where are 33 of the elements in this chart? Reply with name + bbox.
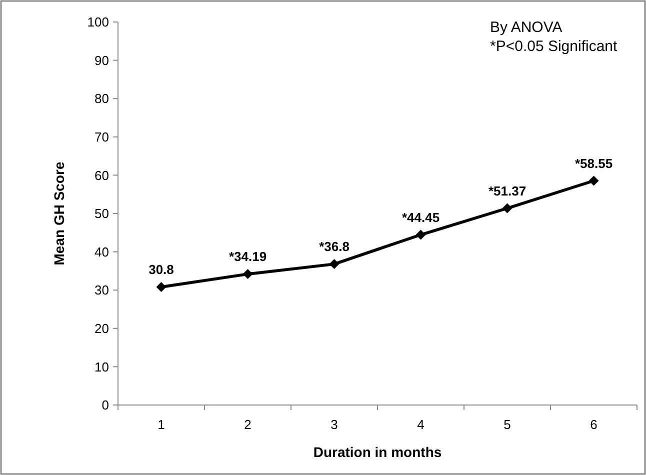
data-label: *51.37	[488, 183, 526, 198]
y-tick-label: 80	[94, 91, 109, 106]
x-tick-label: 6	[590, 417, 598, 432]
y-tick-label: 0	[102, 398, 109, 413]
y-tick-label: 100	[87, 14, 109, 30]
x-tick-label: 4	[417, 417, 424, 432]
y-tick-label: 70	[94, 129, 109, 144]
y-axis-title: Mean GH Score	[51, 162, 67, 266]
point	[502, 203, 512, 214]
y-tick-label: 30	[94, 282, 109, 298]
x-axis-title: Duration in months	[313, 444, 442, 460]
y-tick-label: 90	[94, 52, 109, 68]
data-label: 30.8	[148, 262, 174, 278]
y-tick-label: 50	[94, 206, 109, 222]
annotation: By ANOVA	[490, 19, 562, 36]
data-label: *44.45	[402, 210, 440, 225]
y-tick-label: 10	[94, 359, 109, 374]
data-label: *34.19	[228, 249, 267, 264]
point	[156, 282, 166, 292]
point	[588, 176, 599, 186]
annotation: *P<0.05 Significant	[490, 38, 618, 55]
x-tick-label: 1	[158, 417, 165, 432]
point	[329, 259, 340, 270]
data-label: *36.8	[319, 239, 350, 254]
data-label: *58.55	[574, 156, 613, 171]
y-tick-label: 20	[94, 320, 109, 336]
y-tick-label: 60	[94, 168, 109, 183]
x-tick-label: 5	[504, 417, 511, 432]
point	[416, 230, 426, 240]
x-tick-label: 3	[330, 417, 338, 432]
point	[242, 269, 253, 280]
x-tick-label: 2	[244, 417, 252, 432]
y-tick-label: 40	[94, 244, 109, 260]
